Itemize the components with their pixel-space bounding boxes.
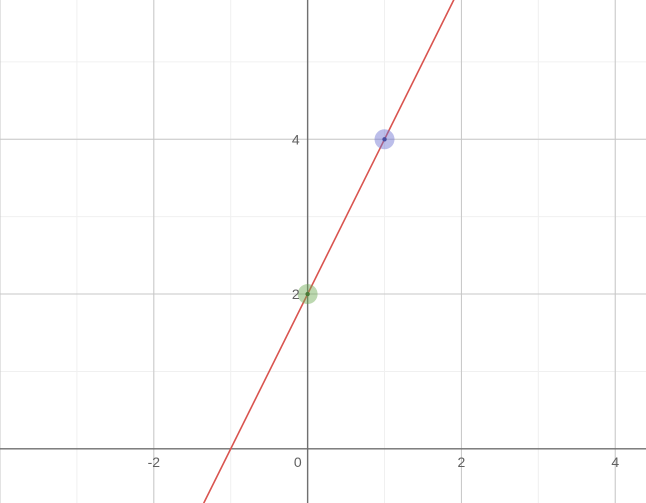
y-tick-label: 2 <box>292 286 300 302</box>
chart-svg: -2 0 2 4 2 4 <box>0 0 646 503</box>
chart-area: -2 0 2 4 2 4 <box>0 0 646 503</box>
green-point <box>298 284 318 304</box>
y-tick-label: 4 <box>292 131 300 147</box>
x-tick-label: 4 <box>611 454 619 470</box>
x-tick-label: 2 <box>458 454 466 470</box>
purple-point <box>375 129 395 149</box>
x-tick-label: -2 <box>148 454 161 470</box>
origin-label: 0 <box>294 454 302 470</box>
